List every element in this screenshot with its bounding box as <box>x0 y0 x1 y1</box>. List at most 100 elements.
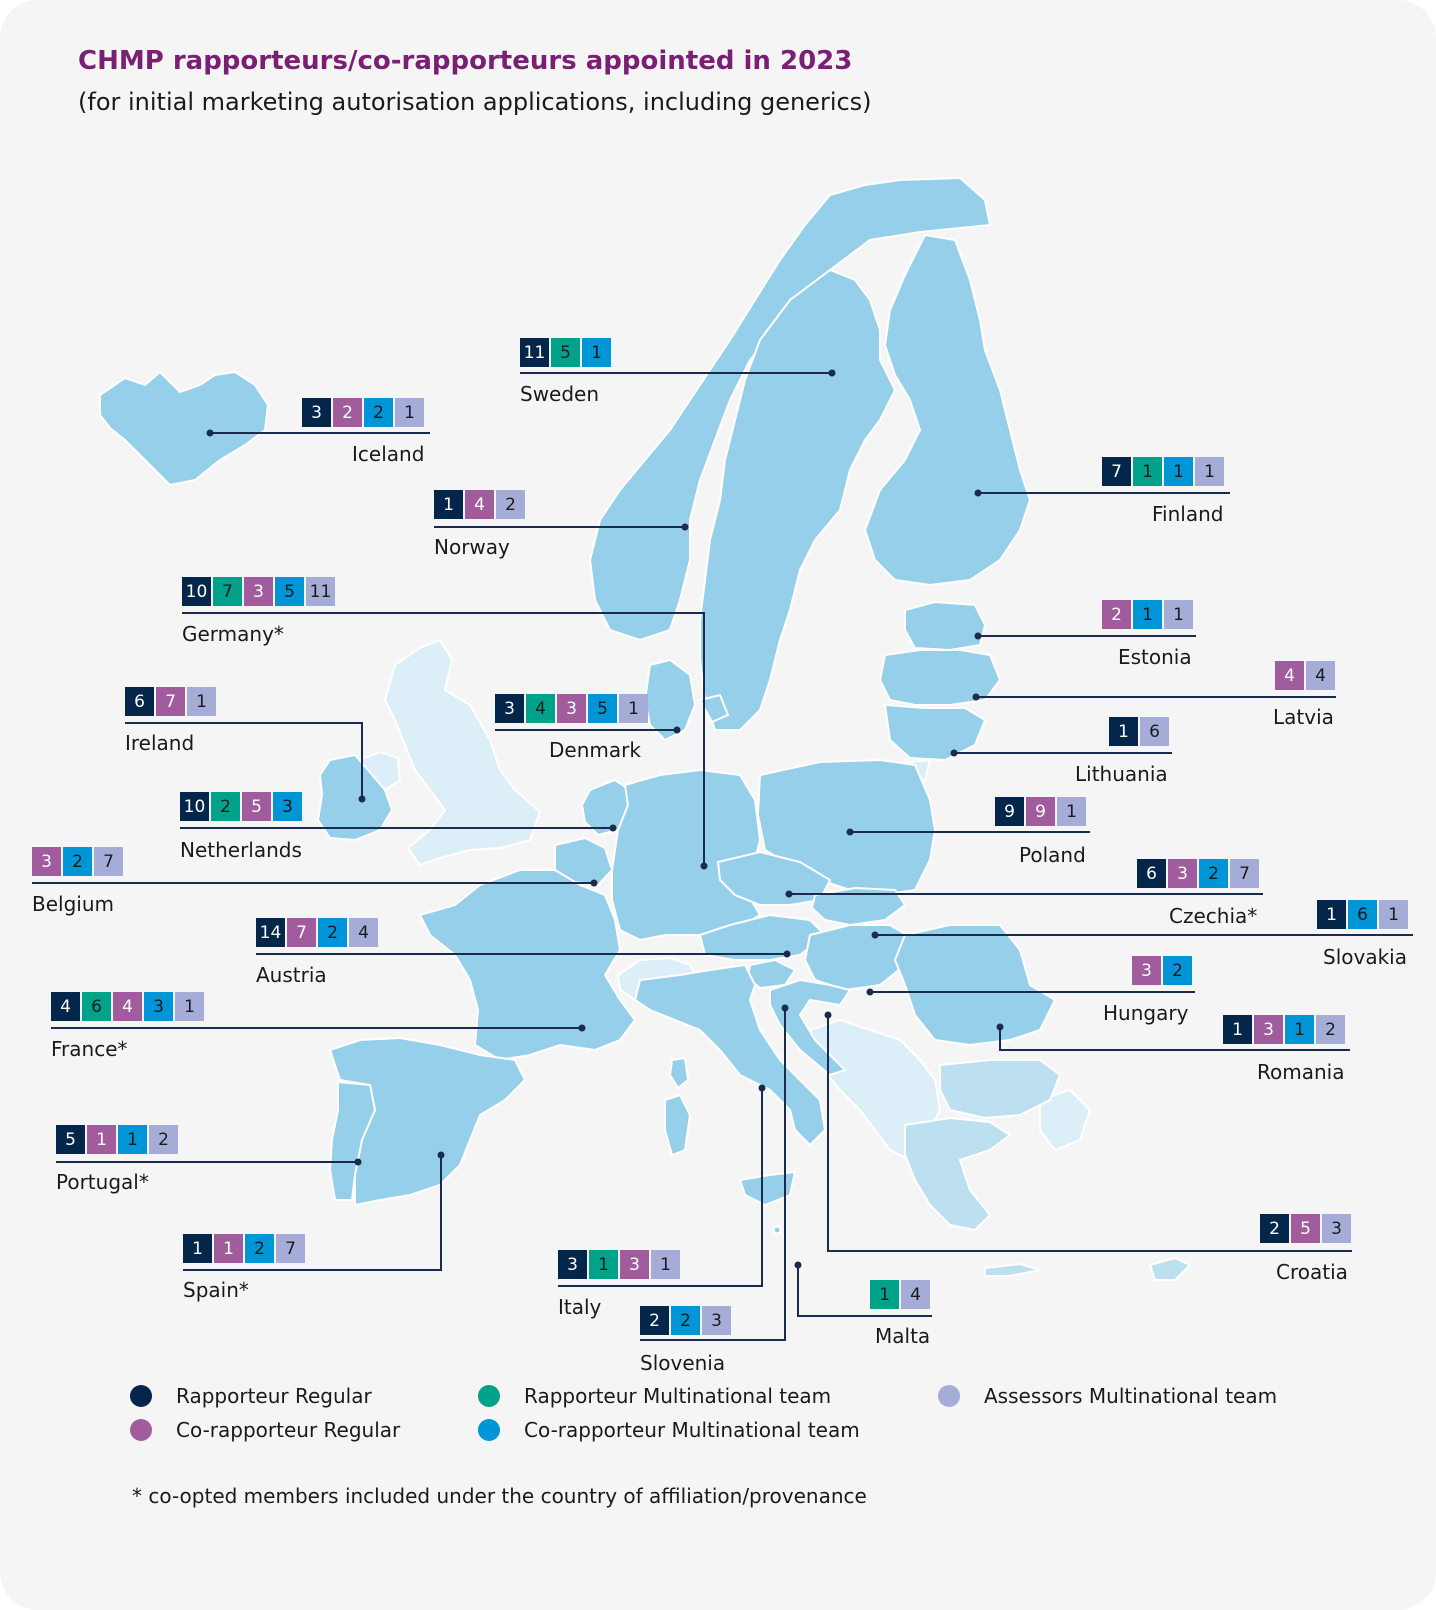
value-rapporteur-regular: 11 <box>520 338 549 367</box>
country-label-sweden: Sweden <box>520 382 600 406</box>
belgium-values: 3 2 7 <box>32 847 123 876</box>
country-label-portugal: Portugal* <box>56 1170 149 1194</box>
value-corapporteur-regular: 3 <box>1132 956 1161 985</box>
map-iceland <box>99 370 270 487</box>
germany-values: 10 7 3 5 11 <box>182 577 335 606</box>
legend: Rapporteur Regular Co-rapporteur Regular… <box>130 1384 1330 1464</box>
slovenia-values: 2 2 3 <box>640 1306 731 1335</box>
value-corapporteur-regular: 9 <box>1026 797 1055 826</box>
map-portugal <box>328 1080 377 1201</box>
country-label-slovenia: Slovenia <box>640 1351 726 1375</box>
country-label-malta: Malta <box>875 1324 931 1348</box>
country-label-norway: Norway <box>434 535 510 559</box>
value-corapporteur-regular: 5 <box>242 792 271 821</box>
value-assessors-multinational: 1 <box>1195 457 1224 486</box>
map-cyprus <box>1148 1256 1192 1281</box>
legend-item-corapporteur-multinational: Co-rapporteur Multinational team <box>478 1418 860 1442</box>
value-assessors-multinational: 2 <box>1316 1015 1345 1044</box>
legend-swatch-icon <box>130 1419 152 1441</box>
legend-item-corapporteur-regular: Co-rapporteur Regular <box>130 1418 400 1442</box>
value-corapporteur-regular: 3 <box>557 694 586 723</box>
value-corapporteur-regular: 2 <box>333 398 362 427</box>
country-label-netherlands: Netherlands <box>180 838 302 862</box>
map-malta <box>771 1224 783 1236</box>
value-assessors-multinational: 3 <box>702 1306 731 1335</box>
map-lithuania <box>883 703 987 762</box>
country-label-lithuania: Lithuania <box>1075 762 1168 786</box>
legend-label: Co-rapporteur Multinational team <box>524 1418 860 1442</box>
value-corapporteur-regular: 2 <box>1102 600 1131 629</box>
slovakia-values: 1 6 1 <box>1317 900 1408 929</box>
map-czechia <box>716 850 832 906</box>
map-turkey-west <box>1039 1088 1092 1152</box>
country-label-croatia: Croatia <box>1276 1260 1348 1284</box>
value-rapporteur-regular: 10 <box>182 577 211 606</box>
value-assessors-multinational: 1 <box>175 992 204 1021</box>
italy-values: 3 1 3 1 <box>558 1250 680 1279</box>
denmark-values: 3 4 3 5 1 <box>495 694 648 723</box>
map-uk <box>383 638 542 867</box>
value-assessors-multinational: 1 <box>395 398 424 427</box>
value-corapporteur-regular: 3 <box>1168 859 1197 888</box>
value-corapporteur-multinational: 2 <box>1163 956 1192 985</box>
country-label-iceland: Iceland <box>352 442 425 466</box>
value-rapporteur-multinational: 5 <box>551 338 580 367</box>
country-label-slovakia: Slovakia <box>1323 945 1407 969</box>
map-greece <box>904 1116 1012 1232</box>
iceland-values: 3 2 2 1 <box>302 398 424 427</box>
map-estonia <box>904 600 987 652</box>
map-italy <box>633 963 827 1147</box>
legend-item-rapporteur-regular: Rapporteur Regular <box>130 1384 372 1408</box>
value-corapporteur-multinational: 2 <box>671 1306 700 1335</box>
map-romania <box>893 924 1057 1047</box>
netherlands-values: 10 2 5 3 <box>180 792 302 821</box>
country-label-france: France* <box>51 1037 128 1061</box>
map-slovakia <box>810 886 907 927</box>
legend-label: Rapporteur Multinational team <box>524 1384 832 1408</box>
map-latvia <box>878 649 1002 706</box>
map-sweden <box>699 268 897 731</box>
value-assessors-multinational: 7 <box>1230 859 1259 888</box>
country-label-austria: Austria <box>256 963 327 987</box>
value-assessors-multinational: 1 <box>187 687 216 716</box>
value-assessors-multinational: 6 <box>1140 717 1169 746</box>
value-corapporteur-multinational: 3 <box>144 992 173 1021</box>
value-rapporteur-regular: 1 <box>183 1234 212 1263</box>
country-label-germany: Germany* <box>182 622 284 646</box>
value-rapporteur-regular: 4 <box>51 992 80 1021</box>
value-corapporteur-multinational: 2 <box>63 847 92 876</box>
value-rapporteur-multinational: 6 <box>82 992 111 1021</box>
value-assessors-multinational: 2 <box>496 490 525 519</box>
map-norway <box>588 176 992 642</box>
lithuania-values: 1 6 <box>1109 717 1169 746</box>
value-rapporteur-regular: 6 <box>125 687 154 716</box>
value-assessors-multinational: 1 <box>1379 900 1408 929</box>
value-corapporteur-regular: 1 <box>214 1234 243 1263</box>
country-label-denmark: Denmark <box>549 738 641 762</box>
value-corapporteur-multinational: 3 <box>273 792 302 821</box>
value-corapporteur-multinational: 1 <box>118 1125 147 1154</box>
value-corapporteur-regular: 3 <box>32 847 61 876</box>
value-assessors-multinational: 7 <box>94 847 123 876</box>
legend-label: Co-rapporteur Regular <box>176 1418 401 1442</box>
value-corapporteur-regular: 3 <box>1254 1015 1283 1044</box>
value-corapporteur-regular: 7 <box>156 687 185 716</box>
value-rapporteur-regular: 3 <box>558 1250 587 1279</box>
croatia-values: 2 5 3 <box>1260 1214 1351 1243</box>
value-corapporteur-multinational: 6 <box>1348 900 1377 929</box>
value-assessors-multinational: 2 <box>149 1125 178 1154</box>
finland-values: 7 1 1 1 <box>1102 457 1224 486</box>
country-label-czechia: Czechia* <box>1169 904 1258 928</box>
legend-label: Assessors Multinational team <box>984 1384 1278 1408</box>
poland-values: 9 9 1 <box>995 797 1086 826</box>
country-label-finland: Finland <box>1152 502 1224 526</box>
value-corapporteur-regular: 3 <box>620 1250 649 1279</box>
value-rapporteur-regular: 2 <box>1260 1214 1289 1243</box>
latvia-values: 4 4 <box>1275 661 1335 690</box>
value-rapporteur-regular: 10 <box>180 792 209 821</box>
value-corapporteur-regular: 3 <box>244 577 273 606</box>
value-rapporteur-regular: 5 <box>56 1125 85 1154</box>
value-assessors-multinational: 1 <box>1164 600 1193 629</box>
value-assessors-multinational: 3 <box>1322 1214 1351 1243</box>
